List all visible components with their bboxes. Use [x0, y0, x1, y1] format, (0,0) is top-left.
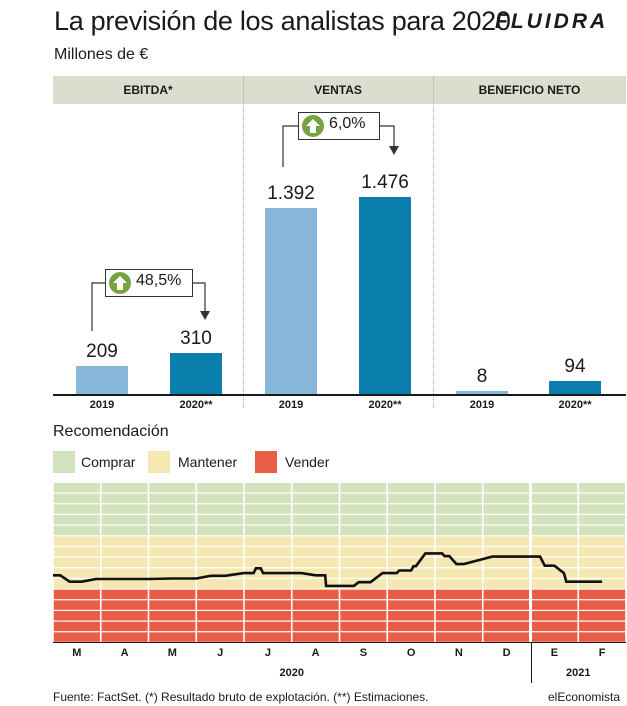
bar-1-1 — [359, 197, 411, 394]
ebitda-change-value: 48,5% — [136, 272, 182, 289]
bar-value-label: 209 — [86, 341, 118, 363]
bar-1-0 — [265, 208, 317, 394]
month-label: O — [406, 647, 416, 659]
company-logo: FLUIDRA — [495, 10, 609, 33]
panel-header-ebitda: EBITDA* — [123, 83, 173, 97]
bar-0-1 — [170, 352, 222, 394]
legend-label: Mantener — [178, 454, 238, 470]
month-label: E — [550, 647, 559, 659]
recommendation-line — [53, 552, 603, 588]
month-label: A — [311, 647, 320, 659]
panel-headers: EBITDA* VENTAS BENEFICIO NETO — [53, 76, 626, 104]
ventas-change-value: 6,0% — [329, 115, 366, 132]
legend-swatch — [255, 451, 277, 473]
bar-value-label: 310 — [180, 327, 212, 349]
up-arrow-icon — [109, 272, 131, 294]
bar-value-label: 1.476 — [361, 172, 409, 193]
legend-swatch — [148, 451, 170, 473]
source-note: Fuente: FactSet. (*) Resultado bruto de … — [53, 690, 429, 704]
bar-value-label: 94 — [564, 356, 586, 378]
year-label: 2019 — [89, 399, 115, 411]
month-label: A — [120, 647, 129, 659]
year-axis-label: 2021 — [566, 667, 591, 679]
year-label: 2019 — [278, 399, 304, 411]
legend-label: Vender — [285, 454, 330, 470]
up-arrow-icon — [302, 115, 324, 137]
recommendation-chart — [53, 483, 626, 643]
panel-divider — [243, 76, 244, 408]
panel-divider — [433, 76, 434, 408]
ebitda-change-badge: 48,5% — [105, 269, 193, 297]
month-label: N — [454, 647, 463, 659]
month-label: J — [217, 647, 224, 659]
bar-baseline — [53, 394, 626, 396]
year-label: 2020** — [368, 399, 402, 411]
bar-0-0 — [76, 366, 128, 394]
year-label: 2019 — [469, 399, 495, 411]
publisher-brand: elEconomista — [548, 690, 621, 704]
unit-subtitle: Millones de € — [54, 46, 149, 63]
bar-value-label: 1.392 — [267, 183, 315, 205]
bar-2-1 — [549, 381, 601, 394]
legend-label: Comprar — [81, 454, 136, 470]
panel-header-beneficio: BENEFICIO NETO — [478, 83, 581, 97]
month-label: S — [359, 647, 368, 659]
chart-title: La previsión de los analistas para 2020 — [54, 6, 511, 36]
month-label: J — [264, 647, 271, 659]
year-label: 2020** — [558, 399, 592, 411]
panel-header-ventas: VENTAS — [314, 83, 362, 97]
bar-2-0 — [456, 391, 508, 394]
year-label: 2020** — [179, 399, 213, 411]
month-label: M — [72, 647, 82, 659]
bar-value-label: 8 — [476, 366, 488, 387]
change-arrows — [91, 125, 399, 331]
year-separator — [530, 643, 532, 683]
month-label: F — [598, 647, 606, 659]
month-label: M — [167, 647, 177, 659]
ventas-change-badge: 6,0% — [298, 112, 380, 140]
year-axis-label: 2020 — [279, 667, 304, 679]
month-label: D — [502, 647, 511, 659]
legend-swatch — [53, 451, 75, 473]
recommendation-title: Recomendación — [53, 423, 169, 440]
